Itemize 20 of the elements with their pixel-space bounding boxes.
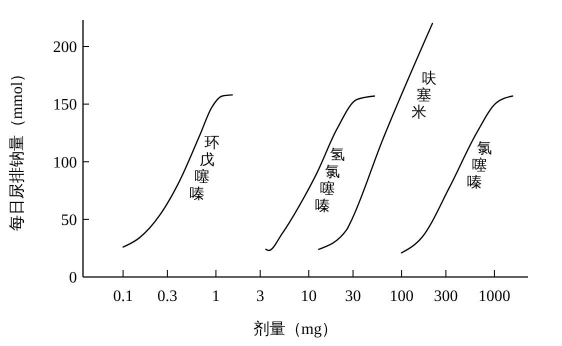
- x-tick-label: 30: [345, 288, 362, 305]
- series-label: 环戊噻嗪: [189, 136, 220, 202]
- x-tick-label: 300: [434, 288, 458, 305]
- y-tick-label: 100: [53, 154, 77, 172]
- y-axis-title: 每日尿排钠量（mmol）: [8, 66, 26, 232]
- series-label: 氢氯噻嗪: [315, 148, 346, 214]
- y-tick-label: 50: [61, 212, 77, 229]
- y-tick-label: 0: [69, 270, 77, 287]
- x-tick-label: 1000: [478, 288, 510, 305]
- x-tick-label: 0.3: [157, 288, 178, 305]
- series-label: 呋塞米: [411, 70, 436, 121]
- x-tick-label: 10: [300, 288, 317, 305]
- x-tick-label: 100: [390, 288, 414, 305]
- x-tick-label: 1: [212, 288, 220, 305]
- y-tick-label: 150: [53, 96, 77, 114]
- y-tick-label: 200: [53, 39, 77, 56]
- x-tick-label: 0.1: [113, 288, 134, 305]
- x-tick-label: 3: [256, 288, 264, 305]
- x-axis-title: 剂量（mg）: [253, 320, 338, 338]
- series-label: 氯噻嗪: [467, 141, 492, 191]
